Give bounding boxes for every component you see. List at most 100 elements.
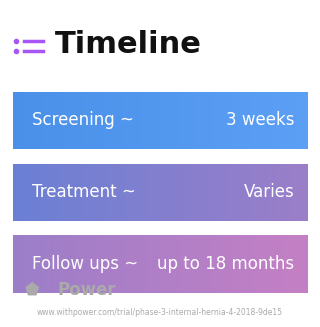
Bar <box>173 164 175 221</box>
Bar <box>107 92 109 149</box>
Bar <box>106 92 107 149</box>
Bar <box>111 235 113 293</box>
Bar <box>55 92 57 149</box>
Bar <box>288 164 290 221</box>
Bar <box>117 92 119 149</box>
Bar <box>148 164 150 221</box>
Bar <box>223 235 225 293</box>
Bar <box>275 92 276 149</box>
Bar <box>113 235 115 293</box>
Bar <box>216 92 218 149</box>
Bar <box>187 235 188 293</box>
Bar <box>167 92 169 149</box>
Bar <box>260 235 262 293</box>
Bar <box>212 92 213 149</box>
Bar <box>75 92 76 149</box>
Bar <box>281 235 283 293</box>
Bar <box>144 92 146 149</box>
Bar <box>260 92 262 149</box>
Bar <box>61 164 63 221</box>
Bar <box>125 92 126 149</box>
Bar <box>206 92 207 149</box>
Bar <box>241 235 243 293</box>
Bar <box>158 235 160 293</box>
Bar <box>67 92 69 149</box>
Bar <box>147 235 148 293</box>
Bar <box>151 164 153 221</box>
Bar <box>66 235 68 293</box>
Bar <box>141 164 143 221</box>
Bar <box>229 235 231 293</box>
Bar <box>26 235 28 293</box>
Bar <box>82 92 84 149</box>
Bar <box>92 164 94 221</box>
Bar <box>84 164 85 221</box>
Bar <box>148 235 150 293</box>
Bar <box>88 235 90 293</box>
Bar <box>29 235 31 293</box>
Bar <box>245 92 247 149</box>
Bar <box>28 235 29 293</box>
Bar <box>160 92 162 149</box>
Bar <box>241 92 243 149</box>
Bar <box>251 92 253 149</box>
Bar <box>120 235 122 293</box>
Bar <box>13 235 15 293</box>
Bar <box>219 164 221 221</box>
Bar <box>284 164 285 221</box>
Bar <box>97 235 99 293</box>
Bar <box>126 235 128 293</box>
Bar <box>150 235 151 293</box>
Bar <box>85 235 87 293</box>
Bar <box>282 92 284 149</box>
Bar <box>273 235 275 293</box>
Bar <box>140 92 141 149</box>
Bar <box>79 92 81 149</box>
Bar <box>178 235 180 293</box>
Bar <box>119 235 121 293</box>
Bar <box>172 92 173 149</box>
Bar <box>88 92 90 149</box>
Text: Varies: Varies <box>244 183 294 201</box>
Bar <box>198 92 200 149</box>
Bar <box>94 92 96 149</box>
Bar <box>170 164 172 221</box>
Bar <box>287 235 288 293</box>
Bar <box>206 235 207 293</box>
Bar <box>125 164 126 221</box>
Bar <box>294 235 296 293</box>
Bar <box>290 235 291 293</box>
Bar <box>36 164 38 221</box>
Bar <box>86 235 88 293</box>
Bar <box>213 92 215 149</box>
Bar <box>200 92 202 149</box>
Bar <box>14 235 16 293</box>
Bar <box>57 92 59 149</box>
Bar <box>70 164 72 221</box>
Bar <box>166 235 168 293</box>
Bar <box>254 164 256 221</box>
Bar <box>163 235 165 293</box>
Bar <box>206 164 207 221</box>
Bar <box>13 92 15 149</box>
Bar <box>226 235 228 293</box>
Text: Screening ~: Screening ~ <box>32 111 134 129</box>
Bar <box>156 235 157 293</box>
Bar <box>175 235 177 293</box>
Bar <box>158 92 160 149</box>
Bar <box>291 92 293 149</box>
Bar <box>248 92 250 149</box>
Bar <box>36 235 38 293</box>
Bar <box>129 235 131 293</box>
Bar <box>154 164 156 221</box>
Bar <box>212 235 213 293</box>
Bar <box>89 164 91 221</box>
Bar <box>22 235 23 293</box>
Bar <box>234 92 236 149</box>
Bar <box>131 235 132 293</box>
Bar <box>300 235 302 293</box>
Bar <box>145 164 147 221</box>
Bar <box>250 235 252 293</box>
Bar <box>135 92 137 149</box>
Bar <box>182 235 184 293</box>
